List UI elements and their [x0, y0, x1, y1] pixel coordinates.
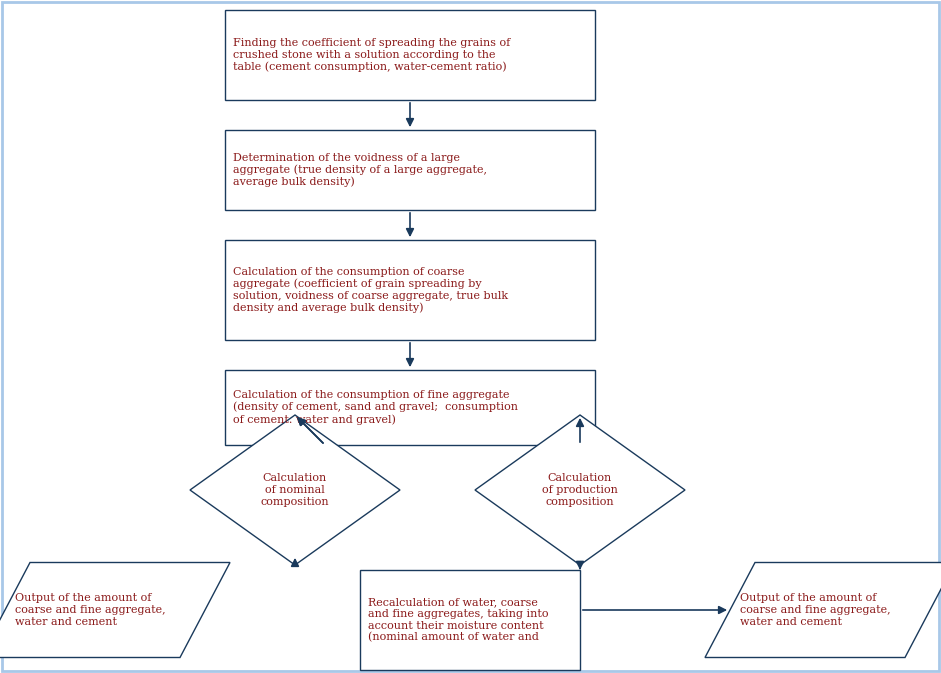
Text: Calculation
of nominal
composition: Calculation of nominal composition: [261, 473, 329, 507]
Text: Determination of the voidness of a large
aggregate (true density of a large aggr: Determination of the voidness of a large…: [233, 153, 487, 187]
Text: Calculation
of production
composition: Calculation of production composition: [542, 473, 618, 507]
FancyBboxPatch shape: [225, 10, 595, 100]
FancyBboxPatch shape: [360, 570, 580, 670]
Polygon shape: [475, 415, 685, 565]
Text: Recalculation of water, coarse
and fine aggregates, taking into
account their mo: Recalculation of water, coarse and fine …: [368, 598, 549, 643]
Text: Output of the amount of
coarse and fine aggregate,
water and cement: Output of the amount of coarse and fine …: [740, 594, 890, 627]
Text: Finding the coefficient of spreading the grains of
crushed stone with a solution: Finding the coefficient of spreading the…: [233, 38, 510, 72]
FancyBboxPatch shape: [225, 370, 595, 445]
FancyBboxPatch shape: [225, 130, 595, 210]
Text: Calculation of the consumption of fine aggregate
(density of cement, sand and gr: Calculation of the consumption of fine a…: [233, 390, 518, 425]
Polygon shape: [0, 563, 230, 658]
Polygon shape: [190, 415, 400, 565]
Text: Output of the amount of
coarse and fine aggregate,
water and cement: Output of the amount of coarse and fine …: [15, 594, 166, 627]
FancyBboxPatch shape: [225, 240, 595, 340]
Text: Calculation of the consumption of coarse
aggregate (coefficient of grain spreadi: Calculation of the consumption of coarse…: [233, 267, 508, 313]
Polygon shape: [705, 563, 941, 658]
